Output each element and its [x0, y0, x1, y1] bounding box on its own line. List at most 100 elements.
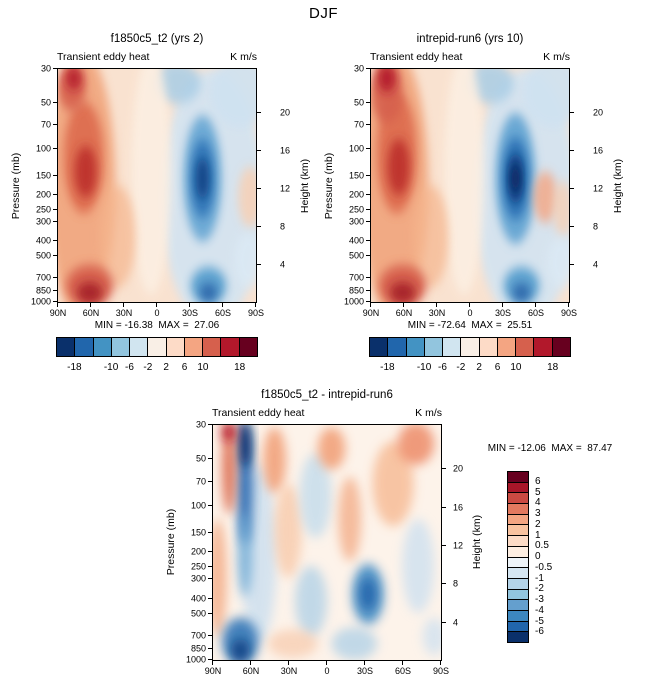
- pressure-tick-label: 50: [353, 97, 364, 108]
- pressure-tick-mark: [53, 290, 57, 292]
- contour-field: [213, 425, 441, 660]
- height-tick-mark: [442, 506, 446, 508]
- latitude-tick-label: 60N: [395, 308, 413, 318]
- pressure-tick-label: 400: [35, 235, 51, 246]
- height-tick-mark: [442, 468, 446, 470]
- colorbar-tick-label: 0: [535, 551, 541, 562]
- colorbar-cell: [57, 338, 75, 356]
- pressure-tick-mark: [366, 148, 370, 149]
- colorbar-cell: [508, 503, 528, 514]
- height-tick-mark: [257, 263, 261, 265]
- pressure-tick-label: 70: [195, 476, 206, 487]
- pressure-axis-label-left: Pressure (mb): [10, 152, 22, 220]
- height-axis-label-left: Height (km): [299, 158, 311, 214]
- colorbar-tick-label: -2: [143, 362, 153, 373]
- colorbar-tick-label: -2: [456, 362, 466, 373]
- pressure-tick-mark: [366, 174, 370, 176]
- pressure-tick-label: 100: [348, 143, 364, 154]
- colorbar-cell: [508, 492, 528, 504]
- colorbar-tick-label: 1: [535, 529, 541, 541]
- pressure-tick-mark: [208, 551, 212, 553]
- colorbar-tick-label: -6: [535, 626, 544, 638]
- minmax-label-diff: MIN = -12.06 MAX = 87.47: [487, 443, 613, 454]
- pressure-tick-mark: [53, 148, 57, 149]
- colorbar-tick-label: -1: [535, 572, 544, 584]
- colorbar-tick-label: 6: [181, 362, 188, 373]
- pressure-tick-mark: [208, 648, 212, 650]
- pressure-tick-mark: [208, 531, 212, 533]
- colorbar-right: -18 -10 -6 -2 2 6 10 18: [369, 337, 571, 373]
- pressure-tick-mark: [208, 458, 212, 460]
- colorbar-tick-label: -6: [125, 362, 134, 373]
- height-tick-mark: [570, 263, 574, 265]
- colorbar-cell: [508, 620, 528, 632]
- pressure-tick-mark: [366, 68, 370, 69]
- latitude-tick-mark: [222, 303, 223, 307]
- field-label-right: Transient eddy heat: [370, 51, 463, 63]
- pressure-tick-mark: [366, 240, 370, 242]
- height-tick-mark: [442, 544, 446, 546]
- latitude-tick-mark: [89, 303, 91, 307]
- colorbar-cell: [508, 481, 528, 493]
- latitude-tick-mark: [326, 661, 327, 665]
- panel-title-right: intrepid-run6 (yrs 10): [416, 33, 524, 45]
- colorbar-cell: [220, 338, 239, 356]
- latitude-tick-mark: [287, 661, 289, 665]
- latitude-tick-mark: [402, 661, 403, 665]
- pressure-tick-label: 1000: [343, 296, 364, 307]
- latitude-tick-label: 0: [467, 308, 473, 318]
- latitude-tick-mark: [188, 303, 190, 307]
- pressure-tick-label: 300: [348, 216, 364, 227]
- height-tick-label: 12: [593, 183, 604, 194]
- latitude-tick-mark: [370, 303, 371, 307]
- height-tick-label: 8: [280, 221, 286, 232]
- colorbar-cell: [508, 535, 528, 546]
- pressure-tick-label: 200: [190, 546, 206, 557]
- latitude-tick-label: 90N: [362, 308, 380, 318]
- colorbar-tick-label: 6: [494, 362, 501, 373]
- colorbar-cell: [147, 338, 166, 356]
- colorbar-tick-label: 6: [535, 475, 541, 487]
- contour-field: [371, 69, 569, 302]
- colorbar-cell: [508, 599, 528, 610]
- colorbar-cell: [508, 577, 528, 589]
- pressure-tick-label: 70: [353, 119, 364, 130]
- pressure-tick-mark: [208, 612, 212, 614]
- pressure-tick-mark: [208, 635, 212, 637]
- latitude-tick-label: 90S: [247, 308, 265, 318]
- pressure-tick-mark: [53, 254, 57, 256]
- colorbar-tick-label: 2: [476, 362, 482, 373]
- height-tick-mark: [570, 187, 574, 189]
- colorbar-cell: [496, 338, 516, 356]
- height-tick-mark: [442, 621, 446, 623]
- latitude-tick-mark: [212, 661, 213, 665]
- pressure-tick-mark: [208, 480, 212, 482]
- latitude-tick-mark: [156, 303, 157, 307]
- latitude-tick-mark: [435, 303, 437, 307]
- height-tick-label: 8: [453, 578, 459, 589]
- colorbar-cells: [507, 471, 529, 643]
- pressure-tick-mark: [366, 277, 370, 279]
- latitude-tick-label: 30S: [356, 666, 373, 676]
- colorbar-cell: [405, 338, 424, 356]
- pressure-tick-mark: [53, 220, 57, 222]
- colorbar-left: -18 -10 -6 -2 2 6 10 18: [56, 337, 258, 373]
- pressure-tick-mark: [366, 101, 370, 103]
- height-tick-mark: [257, 149, 261, 151]
- height-tick-label: 12: [453, 540, 464, 551]
- pressure-axis-label-diff: Pressure (mb): [165, 508, 177, 576]
- height-tick-label: 4: [593, 259, 599, 270]
- panel-title-left: f1850c5_t2 (yrs 2): [110, 33, 204, 45]
- latitude-tick-mark: [255, 303, 256, 307]
- colorbar-tick-label: 10: [197, 362, 209, 373]
- contour-field: [58, 69, 256, 302]
- main-title: DJF: [309, 5, 338, 22]
- colorbar-cell: [110, 338, 130, 356]
- height-tick-mark: [257, 225, 261, 227]
- latitude-tick-mark: [402, 303, 404, 307]
- height-tick-label: 12: [280, 183, 291, 194]
- pressure-tick-label: 400: [190, 593, 206, 604]
- colorbar-cell: [238, 338, 257, 356]
- latitude-tick-label: 60S: [394, 666, 412, 676]
